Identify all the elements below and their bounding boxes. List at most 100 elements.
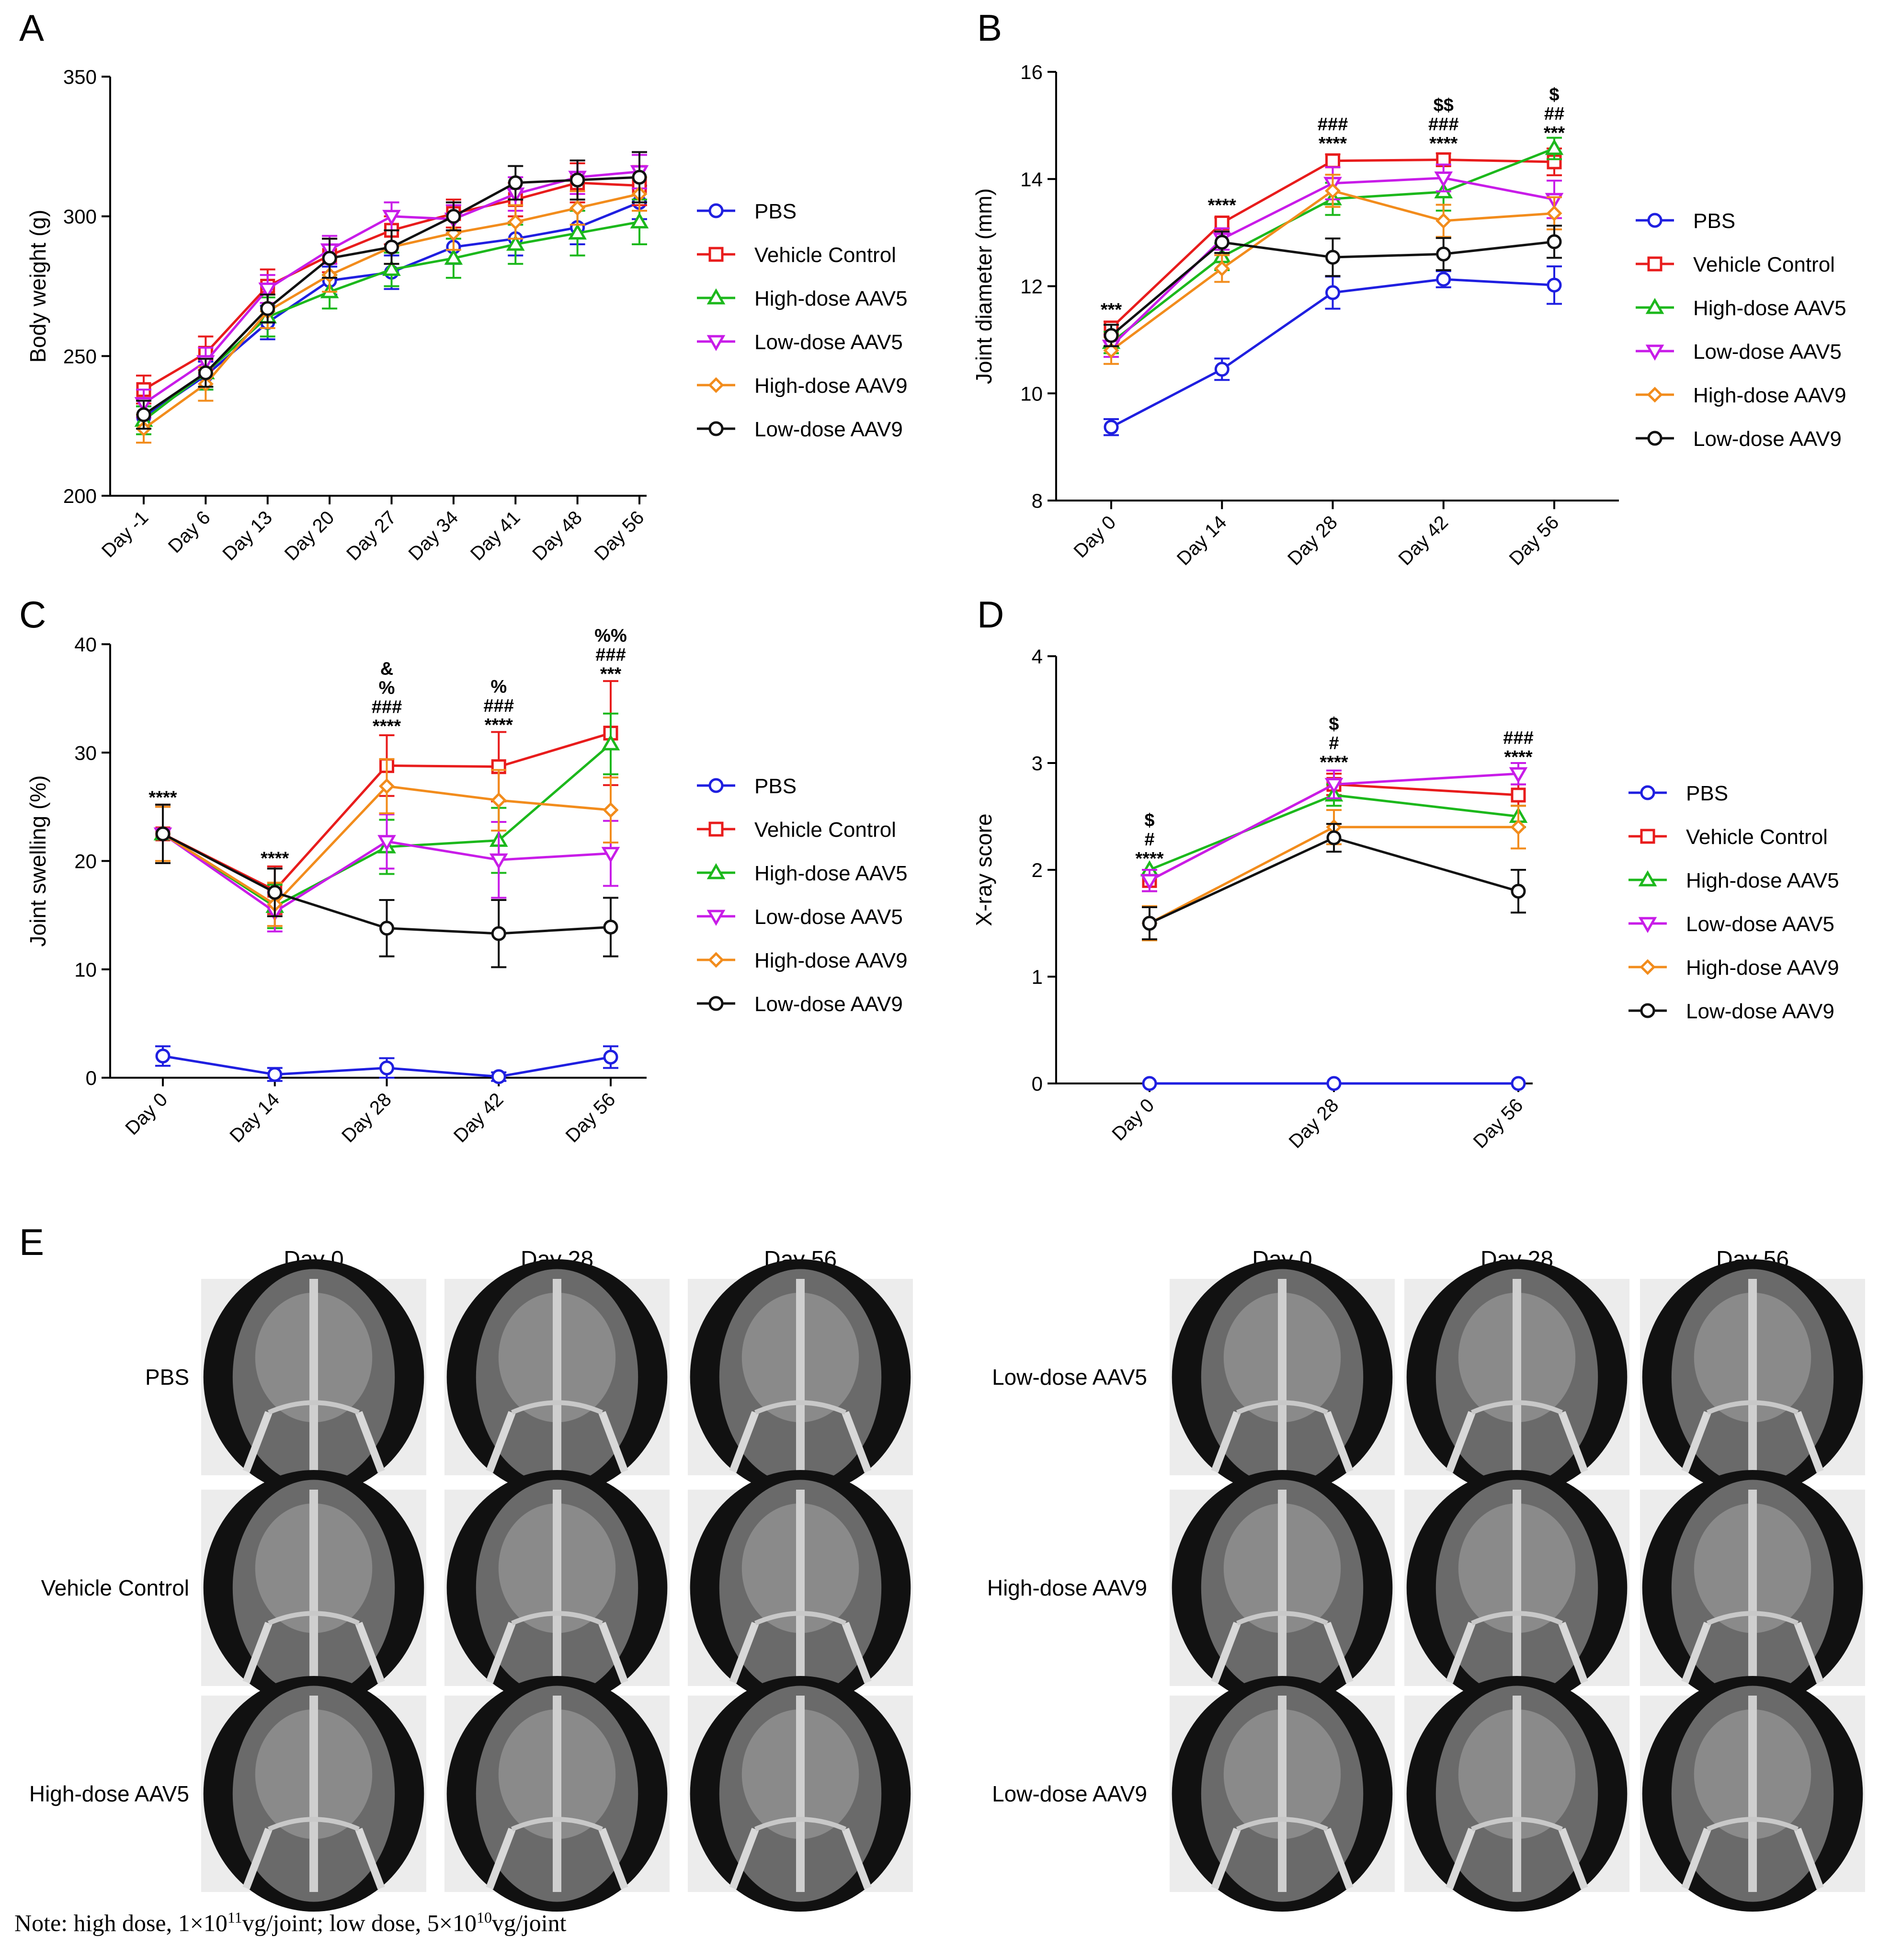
legend-marker [706,288,726,305]
y-tick-label: 200 [63,485,97,507]
series-pbs [155,1045,618,1084]
legend-item-high-dose-aav9: High-dose AAV9 [1636,384,1846,407]
data-point [1546,205,1562,221]
xray-spine [309,1696,318,1892]
xray-spine [553,1696,561,1892]
x-tick-label: Day 42 [1394,512,1452,570]
xray-pelvis [511,1817,603,1832]
legend-label: Low-dose AAV5 [754,330,903,354]
data-point [1326,830,1342,845]
legend-label: High-dose AAV9 [754,374,908,398]
data-point [1142,916,1157,931]
xray-left-leg [1446,1621,1476,1684]
legend-label: Low-dose AAV9 [1686,1000,1834,1023]
data-point [1511,1076,1526,1091]
x-tick-label: Day 28 [338,1089,396,1147]
data-point [1324,182,1341,199]
legend-item-vehicle-control: Vehicle Control [1636,253,1835,276]
legend-marker [706,863,726,879]
data-point [444,249,463,265]
data-point [1436,272,1451,287]
y-tick-label: 2 [1032,859,1043,881]
xray-left-leg [486,1411,516,1473]
legend-label: Low-dose AAV5 [1686,912,1834,936]
data-point [1436,246,1451,262]
legend-label: High-dose AAV9 [1693,384,1846,407]
x-tick-label: Day 41 [467,507,524,565]
data-point [1326,1076,1342,1091]
y-tick-label: 12 [1020,275,1043,298]
y-tick-label: 14 [1020,168,1043,191]
data-point [1140,874,1159,890]
y-tick-label: 0 [1032,1072,1043,1095]
data-point [1547,234,1562,250]
x-tick-label: Day 0 [1070,512,1120,562]
data-point [260,301,275,316]
significance-mark: ### [1318,114,1348,135]
note-mid: vg/joint; low dose, 5×10 [242,1909,477,1937]
significance-mark: $ [1549,85,1559,105]
legend-label: High-dose AAV9 [1686,956,1839,980]
significance-mark: **** [485,715,513,735]
data-point [603,802,619,818]
xray-image [688,1676,913,1912]
x-tick-label: Day 14 [226,1089,284,1147]
series-low-dose-aav5 [1140,762,1528,892]
y-tick-label: 3 [1032,752,1043,775]
xray-pelvis [1236,1400,1328,1415]
legend-marker [706,910,726,926]
xray-image [1404,1676,1629,1912]
xray-left-leg [729,1621,759,1684]
x-tick-label: Day 6 [164,507,215,557]
x-tick-label: Day 20 [281,507,339,565]
significance-mark: **** [1504,747,1532,767]
data-point [506,234,525,251]
xray-left-leg [1211,1621,1241,1684]
chart-panel-b: 8 10 12 14 16 Joint diameter (mm) Day 0 Day 14 D… [971,61,1846,570]
chart-panel-c: 0 10 20 30 40 Joint swelling (%) Day 0 Day 14 Da… [25,626,908,1147]
significance-mark: **** [148,788,177,808]
significance-mark: # [1144,830,1154,850]
xray-spine [1748,1490,1757,1686]
xray-spine [796,1696,805,1892]
panel-label-b: B [977,7,1002,49]
significance-mark: # [1329,733,1339,753]
data-point [568,223,587,240]
note-prefix: Note: high dose, 1×10 [14,1909,228,1937]
xray-right-leg [355,1827,385,1890]
xray-right-leg [1558,1621,1588,1684]
xray-image [201,1676,426,1912]
legend-label: High-dose AAV5 [754,287,908,310]
legend-marker [1645,297,1664,314]
legend-marker [708,377,724,393]
xray-image [1640,1676,1865,1912]
xray-image [444,1676,670,1912]
significance-mark: **** [1319,134,1347,154]
series-pbs [1142,1076,1526,1091]
data-point [1545,138,1564,155]
xray-image [444,1470,670,1706]
data-point [1547,277,1562,293]
legend-marker [708,778,724,793]
legend-item-low-dose-aav9: Low-dose AAV9 [1636,427,1842,451]
y-tick-label: 1 [1032,966,1043,988]
data-point [1435,213,1452,229]
xray-pelvis [754,1611,846,1626]
data-point [379,921,394,936]
legend-marker [1647,387,1663,403]
data-point [1214,362,1230,377]
significance-mark: $ [1329,714,1339,734]
significance-mark: **** [1208,195,1236,216]
legend-marker [708,821,724,837]
legend-label: Vehicle Control [1693,253,1835,276]
data-point [1214,215,1230,230]
data-point [378,778,395,794]
series-low-dose-aav9 [155,803,618,969]
legend-label: PBS [1693,209,1735,233]
xray-pelvis [511,1400,603,1415]
significance-mark: % [379,678,395,698]
xray-image [1640,1470,1865,1706]
x-tick-label: Day 27 [342,507,400,565]
x-tick-label: Day 42 [450,1089,508,1147]
xray-pelvis [268,1817,360,1832]
